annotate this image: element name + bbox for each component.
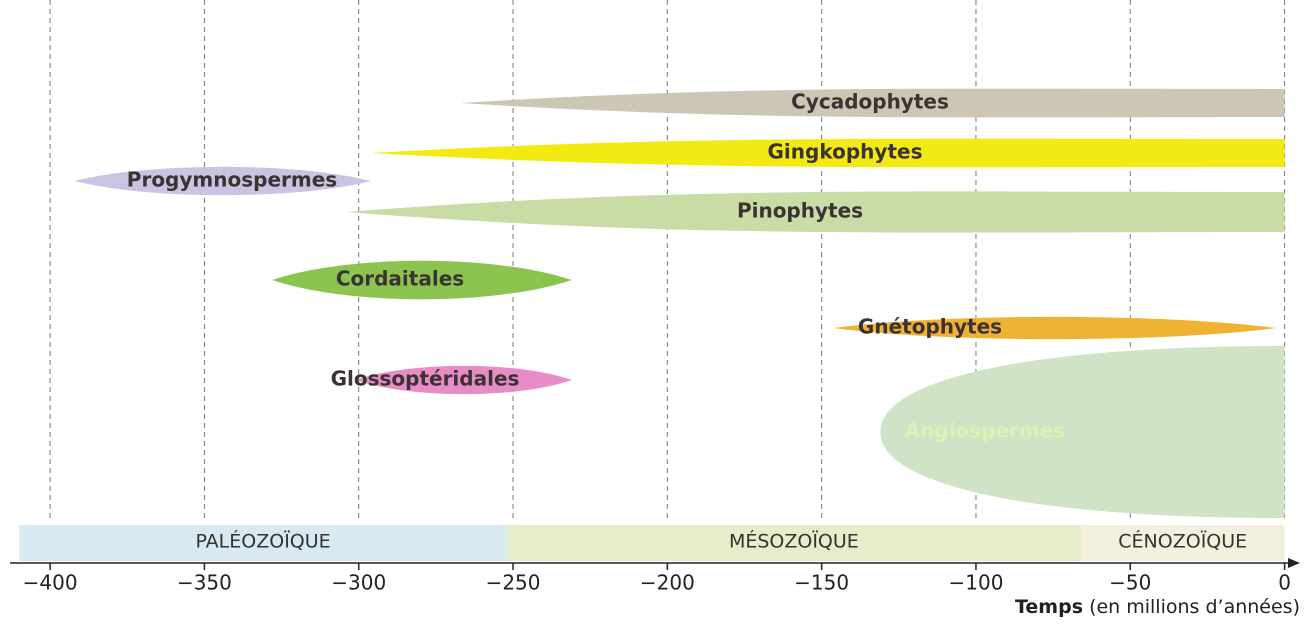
era-label: PALÉOZOÏQUE bbox=[195, 530, 330, 553]
axis-title-main: Temps bbox=[1015, 596, 1083, 618]
range-label: Cordaitales bbox=[336, 267, 464, 291]
axis-title-note: (en millions d’années) bbox=[1089, 596, 1300, 618]
x-tick-label: −300 bbox=[331, 571, 386, 595]
x-tick-label: −400 bbox=[23, 571, 78, 595]
range-label: Progymnospermes bbox=[127, 168, 337, 192]
range-label: Angiospermes bbox=[905, 419, 1066, 443]
axis-title: Temps (en millions d’années) bbox=[1015, 596, 1300, 618]
x-tick-label: 0 bbox=[1278, 571, 1291, 595]
range-label: Gingkophytes bbox=[768, 140, 923, 164]
x-tick-label: −150 bbox=[794, 571, 849, 595]
chart: PALÉOZOÏQUE MÉSOZOÏQUE CÉNOZOÏQUE −400 −350 −… bbox=[0, 0, 1313, 624]
range-label: Gnétophytes bbox=[858, 315, 1002, 339]
range-label: Glossoptéridales bbox=[331, 367, 520, 391]
x-tick-label: −250 bbox=[486, 571, 541, 595]
range-label: Cycadophytes bbox=[791, 90, 949, 114]
x-tick-label: −350 bbox=[177, 571, 232, 595]
x-tick-label: −50 bbox=[1109, 571, 1151, 595]
x-tick-label: −200 bbox=[640, 571, 695, 595]
x-tick-label: −100 bbox=[948, 571, 1003, 595]
era-label: CÉNOZOÏQUE bbox=[1118, 530, 1247, 553]
era-label: MÉSOZOÏQUE bbox=[729, 530, 859, 553]
range-label: Pinophytes bbox=[737, 199, 863, 223]
x-axis-arrow bbox=[1288, 558, 1300, 568]
